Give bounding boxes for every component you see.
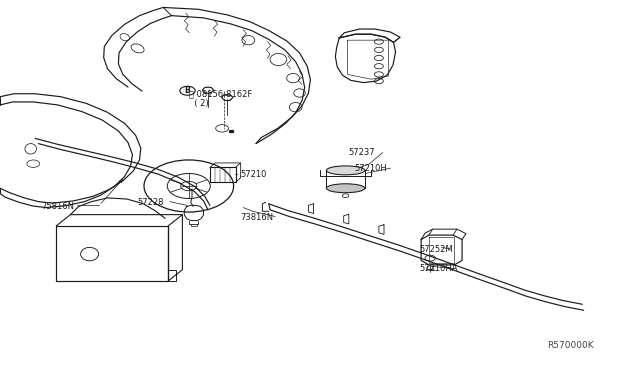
- Text: 75816N: 75816N: [42, 202, 75, 211]
- Text: B: B: [185, 86, 190, 95]
- Ellipse shape: [326, 184, 365, 193]
- Text: 57252M: 57252M: [419, 245, 453, 254]
- Text: 57237: 57237: [349, 148, 376, 157]
- Text: Ⓑ 08156-8162F
  ( 2): Ⓑ 08156-8162F ( 2): [189, 89, 252, 108]
- Text: 57210: 57210: [240, 170, 266, 179]
- Ellipse shape: [326, 166, 365, 175]
- Text: R570000K: R570000K: [547, 341, 594, 350]
- Text: 57228: 57228: [138, 198, 164, 207]
- Text: 57210H: 57210H: [354, 164, 387, 173]
- Text: 57210HA: 57210HA: [419, 264, 458, 273]
- Text: 73816N: 73816N: [240, 213, 273, 222]
